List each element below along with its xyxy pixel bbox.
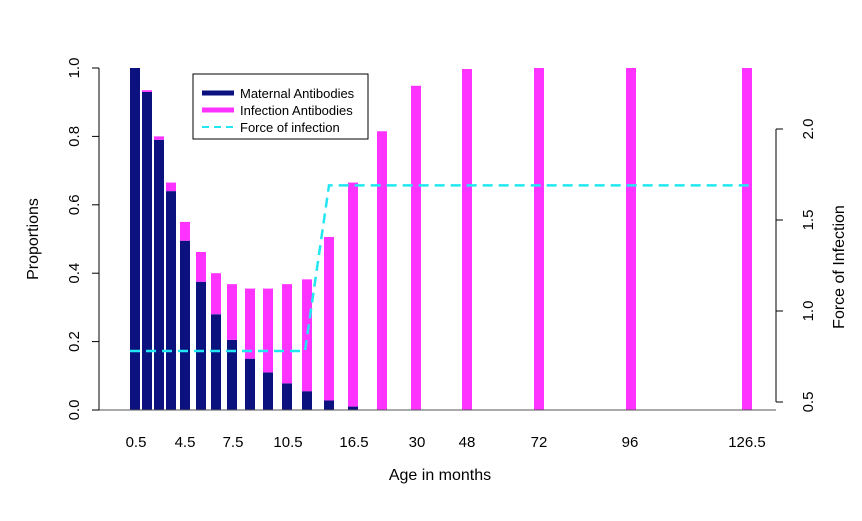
bar-infection xyxy=(377,131,387,410)
y-tick-label: 0.4 xyxy=(66,263,83,284)
bar-maternal xyxy=(324,400,334,410)
x-tick-label: 72 xyxy=(531,434,548,451)
y-right-tick-label: 1.5 xyxy=(800,210,817,231)
bar-maternal xyxy=(130,68,140,410)
y-right-tick-label: 2.0 xyxy=(800,119,817,140)
y-axis-label: Proportions xyxy=(25,198,42,280)
bar-maternal xyxy=(211,314,221,410)
bar-maternal xyxy=(154,139,164,410)
bar-maternal xyxy=(227,339,237,410)
x-tick-label: 16.5 xyxy=(339,434,368,451)
legend-box xyxy=(192,73,369,140)
y-tick-label: 1.0 xyxy=(66,58,83,79)
bar-maternal xyxy=(263,372,273,410)
force-of-infection-line xyxy=(130,184,752,353)
x-tick-label: 30 xyxy=(409,434,426,451)
y-tick-label: 0.2 xyxy=(66,331,83,352)
bar-infection xyxy=(302,279,312,392)
force-of-infection-group xyxy=(130,184,752,353)
bar-infection xyxy=(196,251,206,282)
bar-infection xyxy=(166,182,176,192)
x-axis-label: Age in months xyxy=(389,467,491,484)
bar-infection xyxy=(245,288,255,359)
bar-maternal xyxy=(282,383,292,410)
bar-maternal xyxy=(166,191,176,410)
bars-group xyxy=(130,68,752,410)
bar-infection xyxy=(462,69,472,410)
y-axis-right-label: Force of Infection xyxy=(831,205,848,329)
legend: Maternal Antibodies Infection Antibodies… xyxy=(192,73,369,140)
bar-maternal xyxy=(142,91,152,410)
y-tick-label: 0.6 xyxy=(66,194,83,215)
bar-infection xyxy=(227,284,237,340)
x-tick-label: 10.5 xyxy=(273,434,302,451)
x-tick-label: 0.5 xyxy=(126,434,147,451)
bar-maternal xyxy=(245,358,255,410)
legend-label-infection: Infection Antibodies xyxy=(240,103,353,118)
bar-maternal xyxy=(302,391,312,410)
x-tick-label: 48 xyxy=(459,434,476,451)
legend-label-maternal: Maternal Antibodies xyxy=(240,86,355,101)
bar-infection xyxy=(411,85,421,410)
y-tick-label: 0.0 xyxy=(66,400,83,421)
bar-infection xyxy=(142,90,152,92)
bar-infection xyxy=(742,68,752,410)
bar-infection xyxy=(348,182,358,407)
y-tick-label: 0.8 xyxy=(66,126,83,147)
bar-infection xyxy=(324,236,334,401)
x-tick-label: 96 xyxy=(622,434,639,451)
bar-infection xyxy=(626,68,636,410)
bar-infection xyxy=(282,284,292,384)
bar-infection xyxy=(154,136,164,140)
y-right-tick-label: 1.0 xyxy=(800,301,817,322)
bar-infection xyxy=(211,273,221,315)
bar-infection xyxy=(263,288,273,373)
x-tick-label: 4.5 xyxy=(175,434,196,451)
y-right-tick-label: 0.5 xyxy=(800,392,817,413)
axes-group: 0.0 0.2 0.4 0.6 0.8 1.0 0.5 1.0 1.5 2.0 0.5 4.5 7.5 1… xyxy=(66,58,817,451)
bar-infection xyxy=(534,68,544,410)
x-tick-label: 7.5 xyxy=(223,434,244,451)
bar-maternal xyxy=(196,281,206,410)
bar-maternal xyxy=(180,240,190,410)
bar-infection xyxy=(180,221,190,241)
bar-maternal xyxy=(348,406,358,410)
legend-label-force: Force of infection xyxy=(240,120,340,135)
x-tick-label: 126.5 xyxy=(728,434,766,451)
